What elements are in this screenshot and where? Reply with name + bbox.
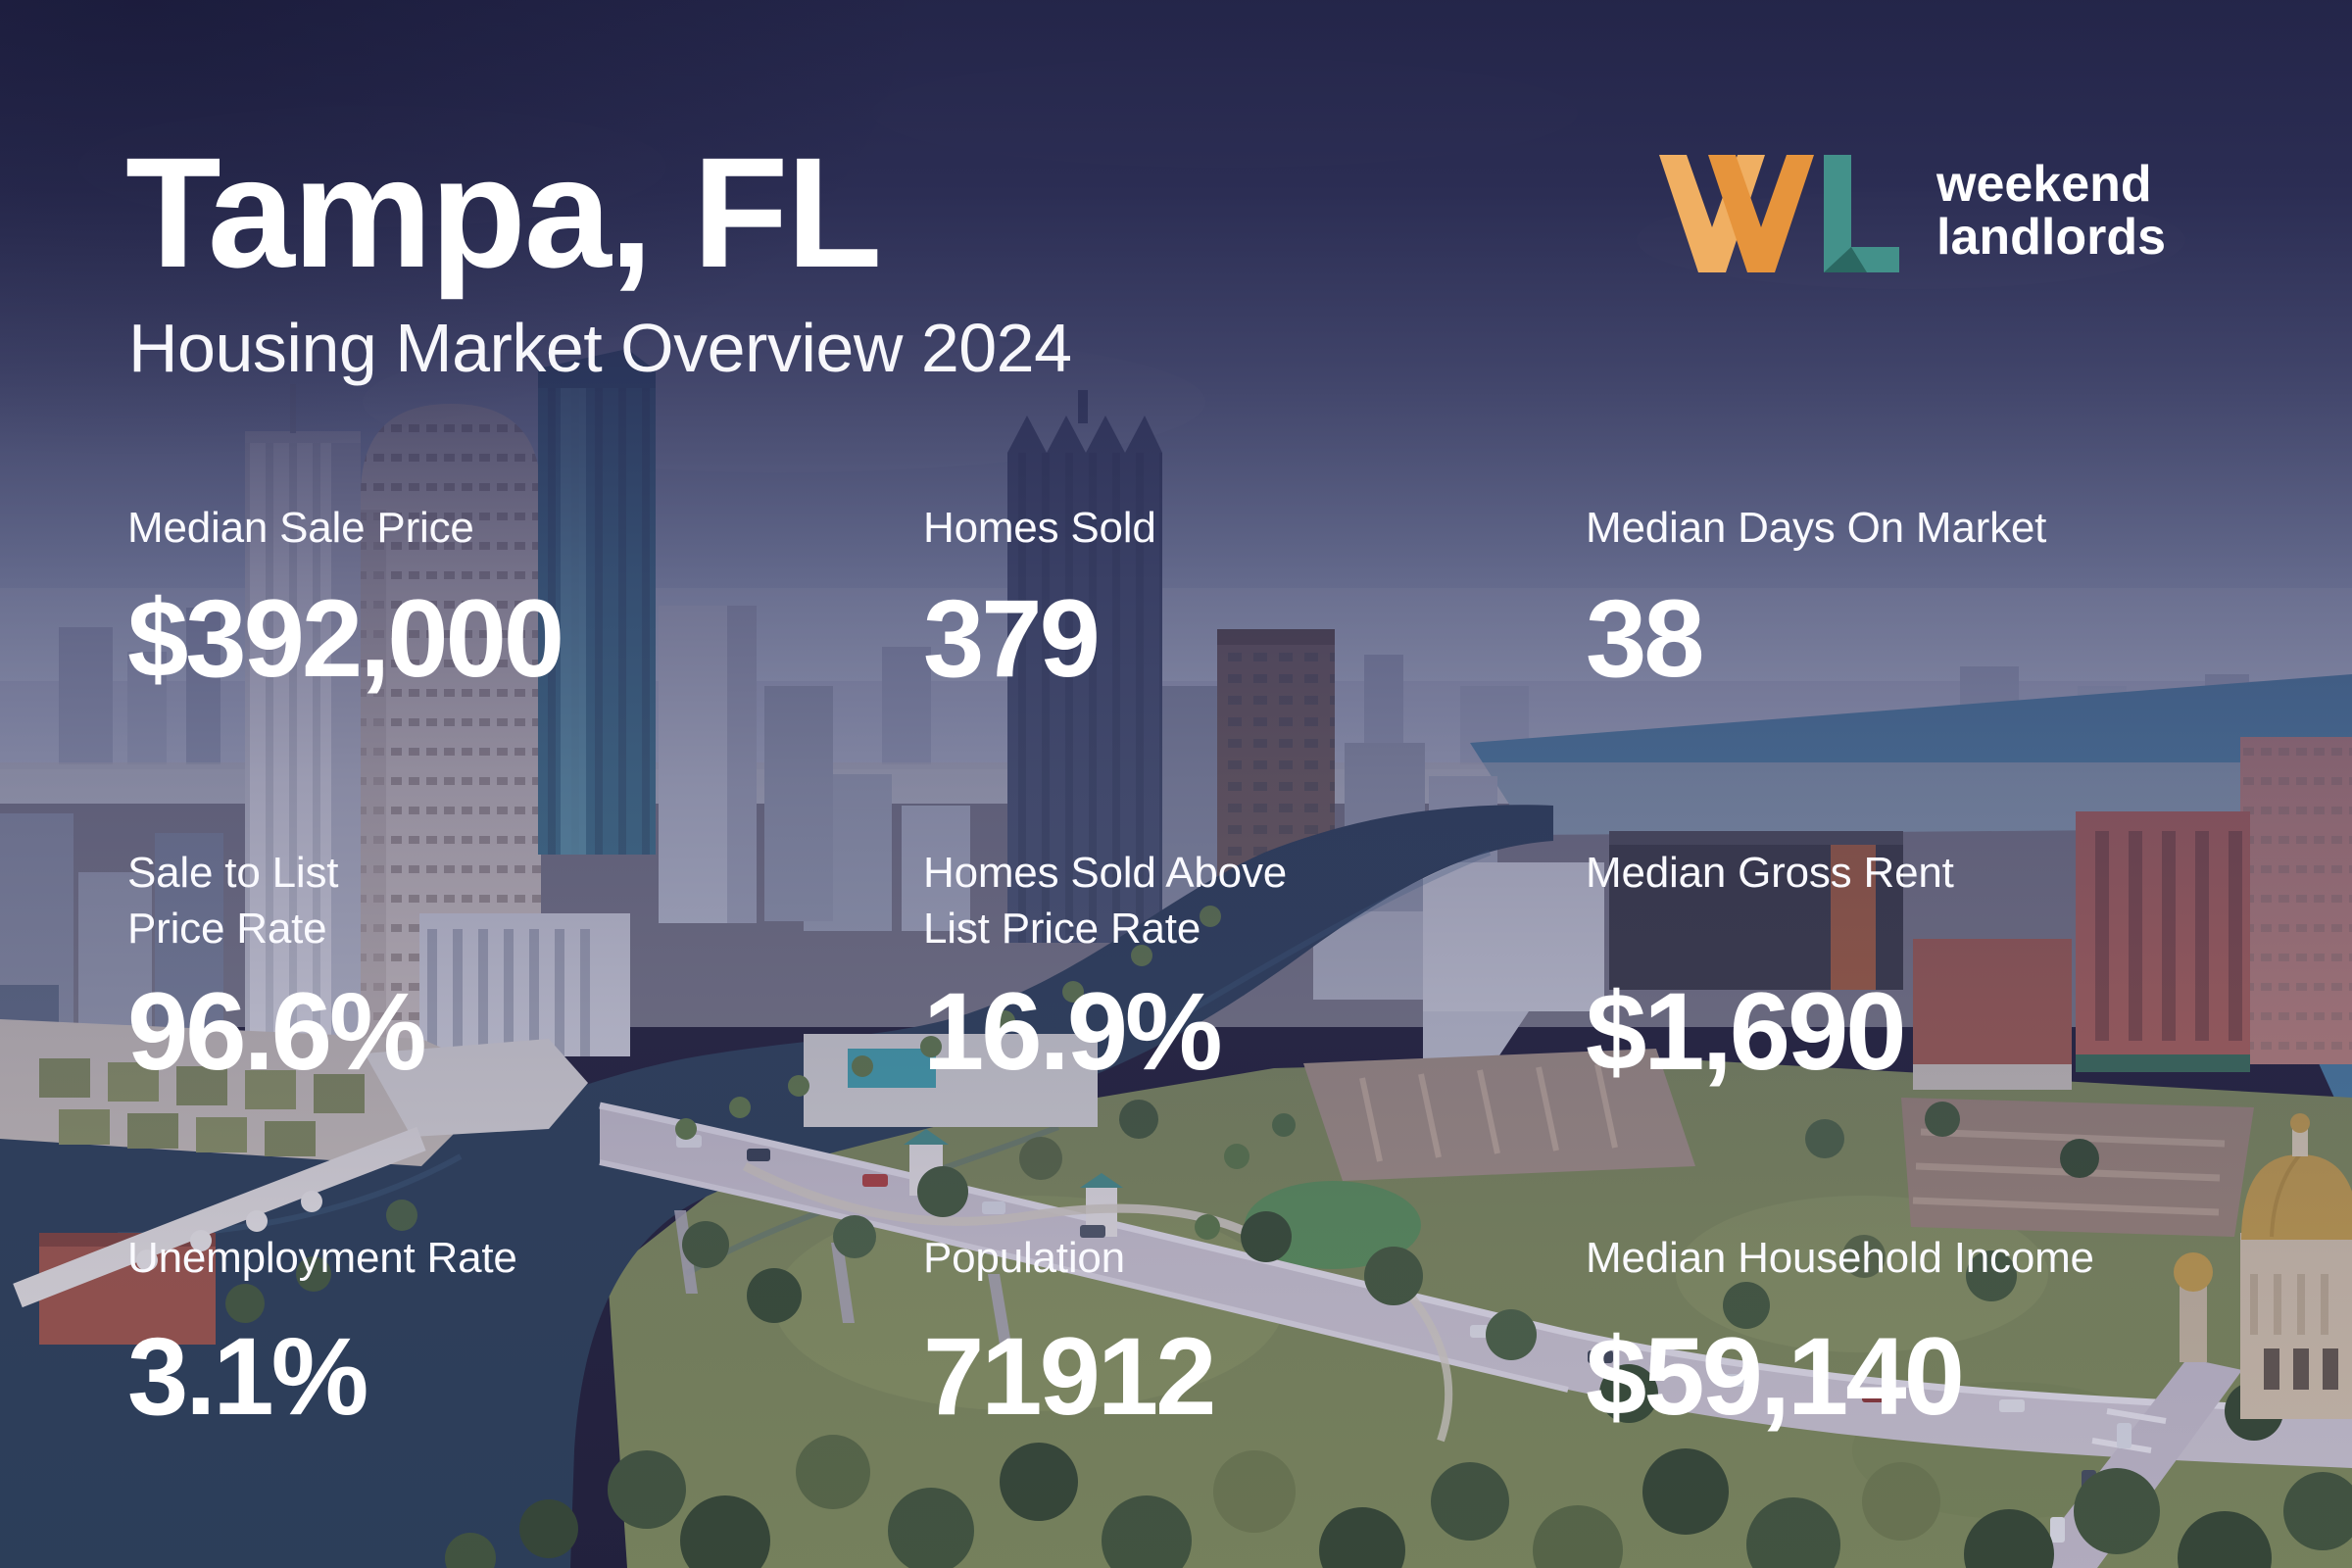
stat-population: Population 71912 [923, 1230, 1688, 1432]
stat-label: Median Gross Rent [1586, 849, 1954, 897]
stat-label: Median Household Income [1586, 1234, 2094, 1282]
stat-value: $392,000 [127, 577, 564, 700]
stat-label: Sale to List Price Rate [127, 849, 339, 953]
stat-unemployment-rate: Unemployment Rate 3.1% [127, 1230, 892, 1432]
stat-median-sale-price: Median Sale Price $392,000 [127, 500, 892, 694]
wl-monogram-icon [1659, 155, 1899, 272]
stat-homes-sold-above-list: Homes Sold Above List Price Rate 16.9% [923, 845, 1688, 1087]
stat-label: Median Days On Market [1586, 504, 2047, 552]
stat-median-days-on-market: Median Days On Market 38 [1586, 500, 2350, 694]
stat-value: 16.9% [923, 970, 1223, 1093]
stat-label: Homes Sold Above List Price Rate [923, 849, 1288, 953]
stat-label: Unemployment Rate [127, 1234, 517, 1282]
stat-median-household-income: Median Household Income $59,140 [1586, 1230, 2350, 1432]
stat-sale-to-list-price-rate: Sale to List Price Rate 96.6% [127, 845, 892, 1087]
stat-value: 38 [1586, 577, 1705, 700]
logo-word-line2: landlords [1936, 209, 2167, 266]
stat-value: 96.6% [127, 970, 427, 1093]
stat-label: Population [923, 1234, 1125, 1282]
stat-value: $59,140 [1586, 1315, 1965, 1438]
stat-value: 71912 [923, 1315, 1216, 1438]
stat-median-gross-rent: Median Gross Rent $1,690 [1586, 845, 2350, 1087]
stat-value: 3.1% [127, 1315, 368, 1438]
stat-value: 379 [923, 577, 1101, 700]
weekend-landlords-logo: weekend landlords [1659, 155, 2166, 272]
logo-word-line1: weekend [1936, 156, 2152, 213]
stat-value: $1,690 [1586, 970, 1907, 1093]
stat-homes-sold: Homes Sold 379 [923, 500, 1688, 694]
stat-label: Homes Sold [923, 504, 1156, 552]
stat-label: Median Sale Price [127, 504, 474, 552]
page-subtitle: Housing Market Overview 2024 [128, 310, 1072, 386]
page-title: Tampa, FL [125, 124, 882, 300]
logo-wordmark: weekend landlords [1936, 158, 2166, 264]
